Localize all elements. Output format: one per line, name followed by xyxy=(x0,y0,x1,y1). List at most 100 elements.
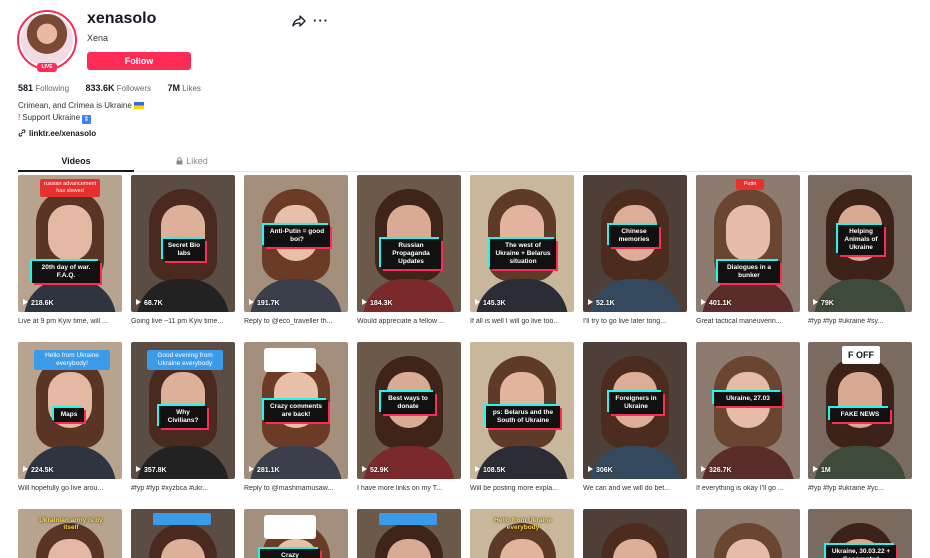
video-item[interactable] xyxy=(696,509,800,558)
followers-label[interactable]: Followers xyxy=(116,84,152,93)
view-count: 357.8K xyxy=(136,466,167,474)
video-description[interactable]: Live at 9 pm Kyiv time, will ... xyxy=(18,318,108,325)
video-item[interactable]: Ukraine, 27.03 326.7K If everything is oka… xyxy=(696,342,800,492)
video-thumbnail[interactable]: FAKE NEWS F OFF 1M xyxy=(808,342,912,479)
video-description[interactable]: #fyp #fyp #ukraine #yc... xyxy=(808,485,884,492)
video-item[interactable]: Ukraine, 30.03.22 + Geography! xyxy=(808,509,912,558)
video-item[interactable]: Ukrainian army is by itself xyxy=(18,509,122,558)
video-thumbnail[interactable]: Why Civilians? Good evening from Ukraine … xyxy=(131,342,235,479)
video-thumbnail[interactable]: Dialogues in a bunker Putin 401.1K xyxy=(696,175,800,312)
video-thumbnail[interactable]: Maps Hello from Ukraine everybody! 224.5K xyxy=(18,342,122,479)
video-caption-overlay: FAKE NEWS xyxy=(830,408,890,422)
video-item[interactable] xyxy=(131,509,235,558)
view-count-text: 306K xyxy=(596,467,613,474)
video-description[interactable]: If everything is okay I'll go ... xyxy=(696,485,784,492)
video-caption-overlay: Ukraine, 30.03.22 + Geography! xyxy=(826,545,896,558)
avatar-image xyxy=(21,14,73,66)
video-item[interactable]: The west of Ukraine + Belarus situation 1… xyxy=(470,175,574,325)
view-count: 68.7K xyxy=(136,299,163,307)
video-item[interactable]: Why Civilians? Good evening from Ukraine … xyxy=(131,342,235,492)
video-thumbnail[interactable]: Russian Propaganda Updates 184.3K xyxy=(357,175,461,312)
tab-videos[interactable]: Videos xyxy=(61,156,91,166)
video-description[interactable]: #fyp #fyp #xyzbca #ukr... xyxy=(131,485,209,492)
video-item[interactable]: FAKE NEWS F OFF 1M #fyp #fyp #ukraine #yc..… xyxy=(808,342,912,492)
video-thumbnail[interactable] xyxy=(583,509,687,558)
video-description[interactable]: Will hopefully go live arou... xyxy=(18,485,104,492)
video-thumbnail[interactable]: The west of Ukraine + Belarus situation 1… xyxy=(470,175,574,312)
play-icon xyxy=(249,466,254,472)
video-item[interactable]: Russian Propaganda Updates 184.3K Would ap… xyxy=(357,175,461,325)
video-description[interactable]: I have more links on my T... xyxy=(357,485,443,492)
video-thumbnail[interactable]: Anti-Putin = good boi? 191.7K xyxy=(244,175,348,312)
link-icon xyxy=(18,129,26,137)
avatar[interactable] xyxy=(17,10,77,70)
following-label[interactable]: Following xyxy=(35,84,70,93)
video-description[interactable]: We can and we will do bet... xyxy=(583,485,671,492)
video-thumbnail[interactable]: Crazy comments ??? xyxy=(244,509,348,558)
video-item[interactable]: Chinese memories 52.1K I'll try to go live… xyxy=(583,175,687,325)
profile-link[interactable]: linktr.ee/xenasolo xyxy=(18,129,96,138)
video-item[interactable]: Crazy comments ??? xyxy=(244,509,348,558)
view-count-text: 224.5K xyxy=(31,467,54,474)
video-description[interactable]: If all is well I will go live too... xyxy=(470,318,560,325)
video-item[interactable]: Secret Bio labs 68.7K Going live ~11 pm Ky… xyxy=(131,175,235,325)
video-item[interactable]: ps: Belarus and the South of Ukraine 108.… xyxy=(470,342,574,492)
blue-banner-overlay xyxy=(153,513,211,525)
video-caption-overlay: Maps xyxy=(54,408,84,422)
video-item[interactable]: Dialogues in a bunker Putin 401.1K Great ta… xyxy=(696,175,800,325)
video-thumbnail[interactable]: Ukraine, 30.03.22 + Geography! xyxy=(808,509,912,558)
video-description[interactable]: Great tactical maneuverin... xyxy=(696,318,782,325)
video-description[interactable]: Going live ~11 pm Kyiv time... xyxy=(131,318,224,325)
video-caption-overlay: Chinese memories xyxy=(609,225,659,247)
likes-label: Likes xyxy=(182,84,201,93)
share-icon[interactable] xyxy=(292,14,306,28)
video-thumbnail[interactable]: Hello from Ukraine everybody xyxy=(470,509,574,558)
video-thumbnail[interactable]: Chinese memories 52.1K xyxy=(583,175,687,312)
video-item[interactable] xyxy=(583,509,687,558)
video-thumbnail[interactable]: Ukrainian army is by itself xyxy=(18,509,122,558)
video-thumbnail[interactable] xyxy=(357,509,461,558)
video-item[interactable] xyxy=(357,509,461,558)
video-description[interactable]: #fyp #fyp #ukraine #sy... xyxy=(808,318,884,325)
video-description[interactable]: I'll try to go live later tong... xyxy=(583,318,667,325)
follow-button[interactable]: Follow xyxy=(87,52,191,70)
video-thumbnail[interactable] xyxy=(131,509,235,558)
view-count-text: 326.7K xyxy=(709,467,732,474)
video-thumbnail[interactable] xyxy=(696,509,800,558)
video-thumbnail[interactable]: Crazy comments are back! 281.1K xyxy=(244,342,348,479)
video-description[interactable]: Would appreciate a fellow ... xyxy=(357,318,445,325)
video-thumbnail[interactable]: Best ways to donate 52.9K xyxy=(357,342,461,479)
more-options-icon[interactable]: ··· xyxy=(313,13,329,28)
blue-banner-overlay xyxy=(379,513,437,525)
view-count-text: 281.1K xyxy=(257,467,280,474)
video-item[interactable]: Foreigners in Ukraine 306K We can and we w… xyxy=(583,342,687,492)
video-item[interactable]: 20th day of war. F.A.Q. russian advanceme… xyxy=(18,175,122,325)
video-description[interactable]: Reply to @eco_traveller th... xyxy=(244,318,333,325)
view-count-text: 184.3K xyxy=(370,300,393,307)
video-item[interactable]: Hello from Ukraine everybody xyxy=(470,509,574,558)
tab-liked[interactable]: Liked xyxy=(134,156,250,166)
video-item[interactable]: Anti-Putin = good boi? 191.7K Reply to @ec… xyxy=(244,175,348,325)
video-item[interactable]: Best ways to donate 52.9K I have more link… xyxy=(357,342,461,492)
view-count-text: 68.7K xyxy=(144,300,163,307)
video-caption-overlay: Why Civilians? xyxy=(159,406,207,428)
username: xenasolo xyxy=(87,10,157,27)
video-thumbnail[interactable]: Helping Animals of Ukraine 79K xyxy=(808,175,912,312)
video-item[interactable]: Maps Hello from Ukraine everybody! 224.5K W… xyxy=(18,342,122,492)
view-count: 401.1K xyxy=(701,299,732,307)
video-thumbnail[interactable]: Ukraine, 27.03 326.7K xyxy=(696,342,800,479)
video-item[interactable]: Helping Animals of Ukraine 79K #fyp #fyp #… xyxy=(808,175,912,325)
bio-line-1: Crimean, and Crimea is Ukraine xyxy=(18,101,132,110)
video-item[interactable]: Crazy comments are back! 281.1K Reply to @… xyxy=(244,342,348,492)
profile-link-text[interactable]: linktr.ee/xenasolo xyxy=(29,129,97,138)
view-count: 145.3K xyxy=(475,299,506,307)
video-thumbnail[interactable]: ps: Belarus and the South of Ukraine 108.… xyxy=(470,342,574,479)
video-thumbnail[interactable]: Secret Bio labs 68.7K xyxy=(131,175,235,312)
video-thumbnail[interactable]: 20th day of war. F.A.Q. russian advanceme… xyxy=(18,175,122,312)
tab-liked-label[interactable]: Liked xyxy=(186,156,208,166)
video-tag-overlay: russian advancement has slowed xyxy=(40,179,100,197)
video-description[interactable]: Will be posting more expla... xyxy=(470,485,558,492)
video-thumbnail[interactable]: Foreigners in Ukraine 306K xyxy=(583,342,687,479)
video-description[interactable]: Reply to @mashmamusaw... xyxy=(244,485,334,492)
video-tag-overlay: Good evening from Ukraine everybody xyxy=(147,350,223,370)
